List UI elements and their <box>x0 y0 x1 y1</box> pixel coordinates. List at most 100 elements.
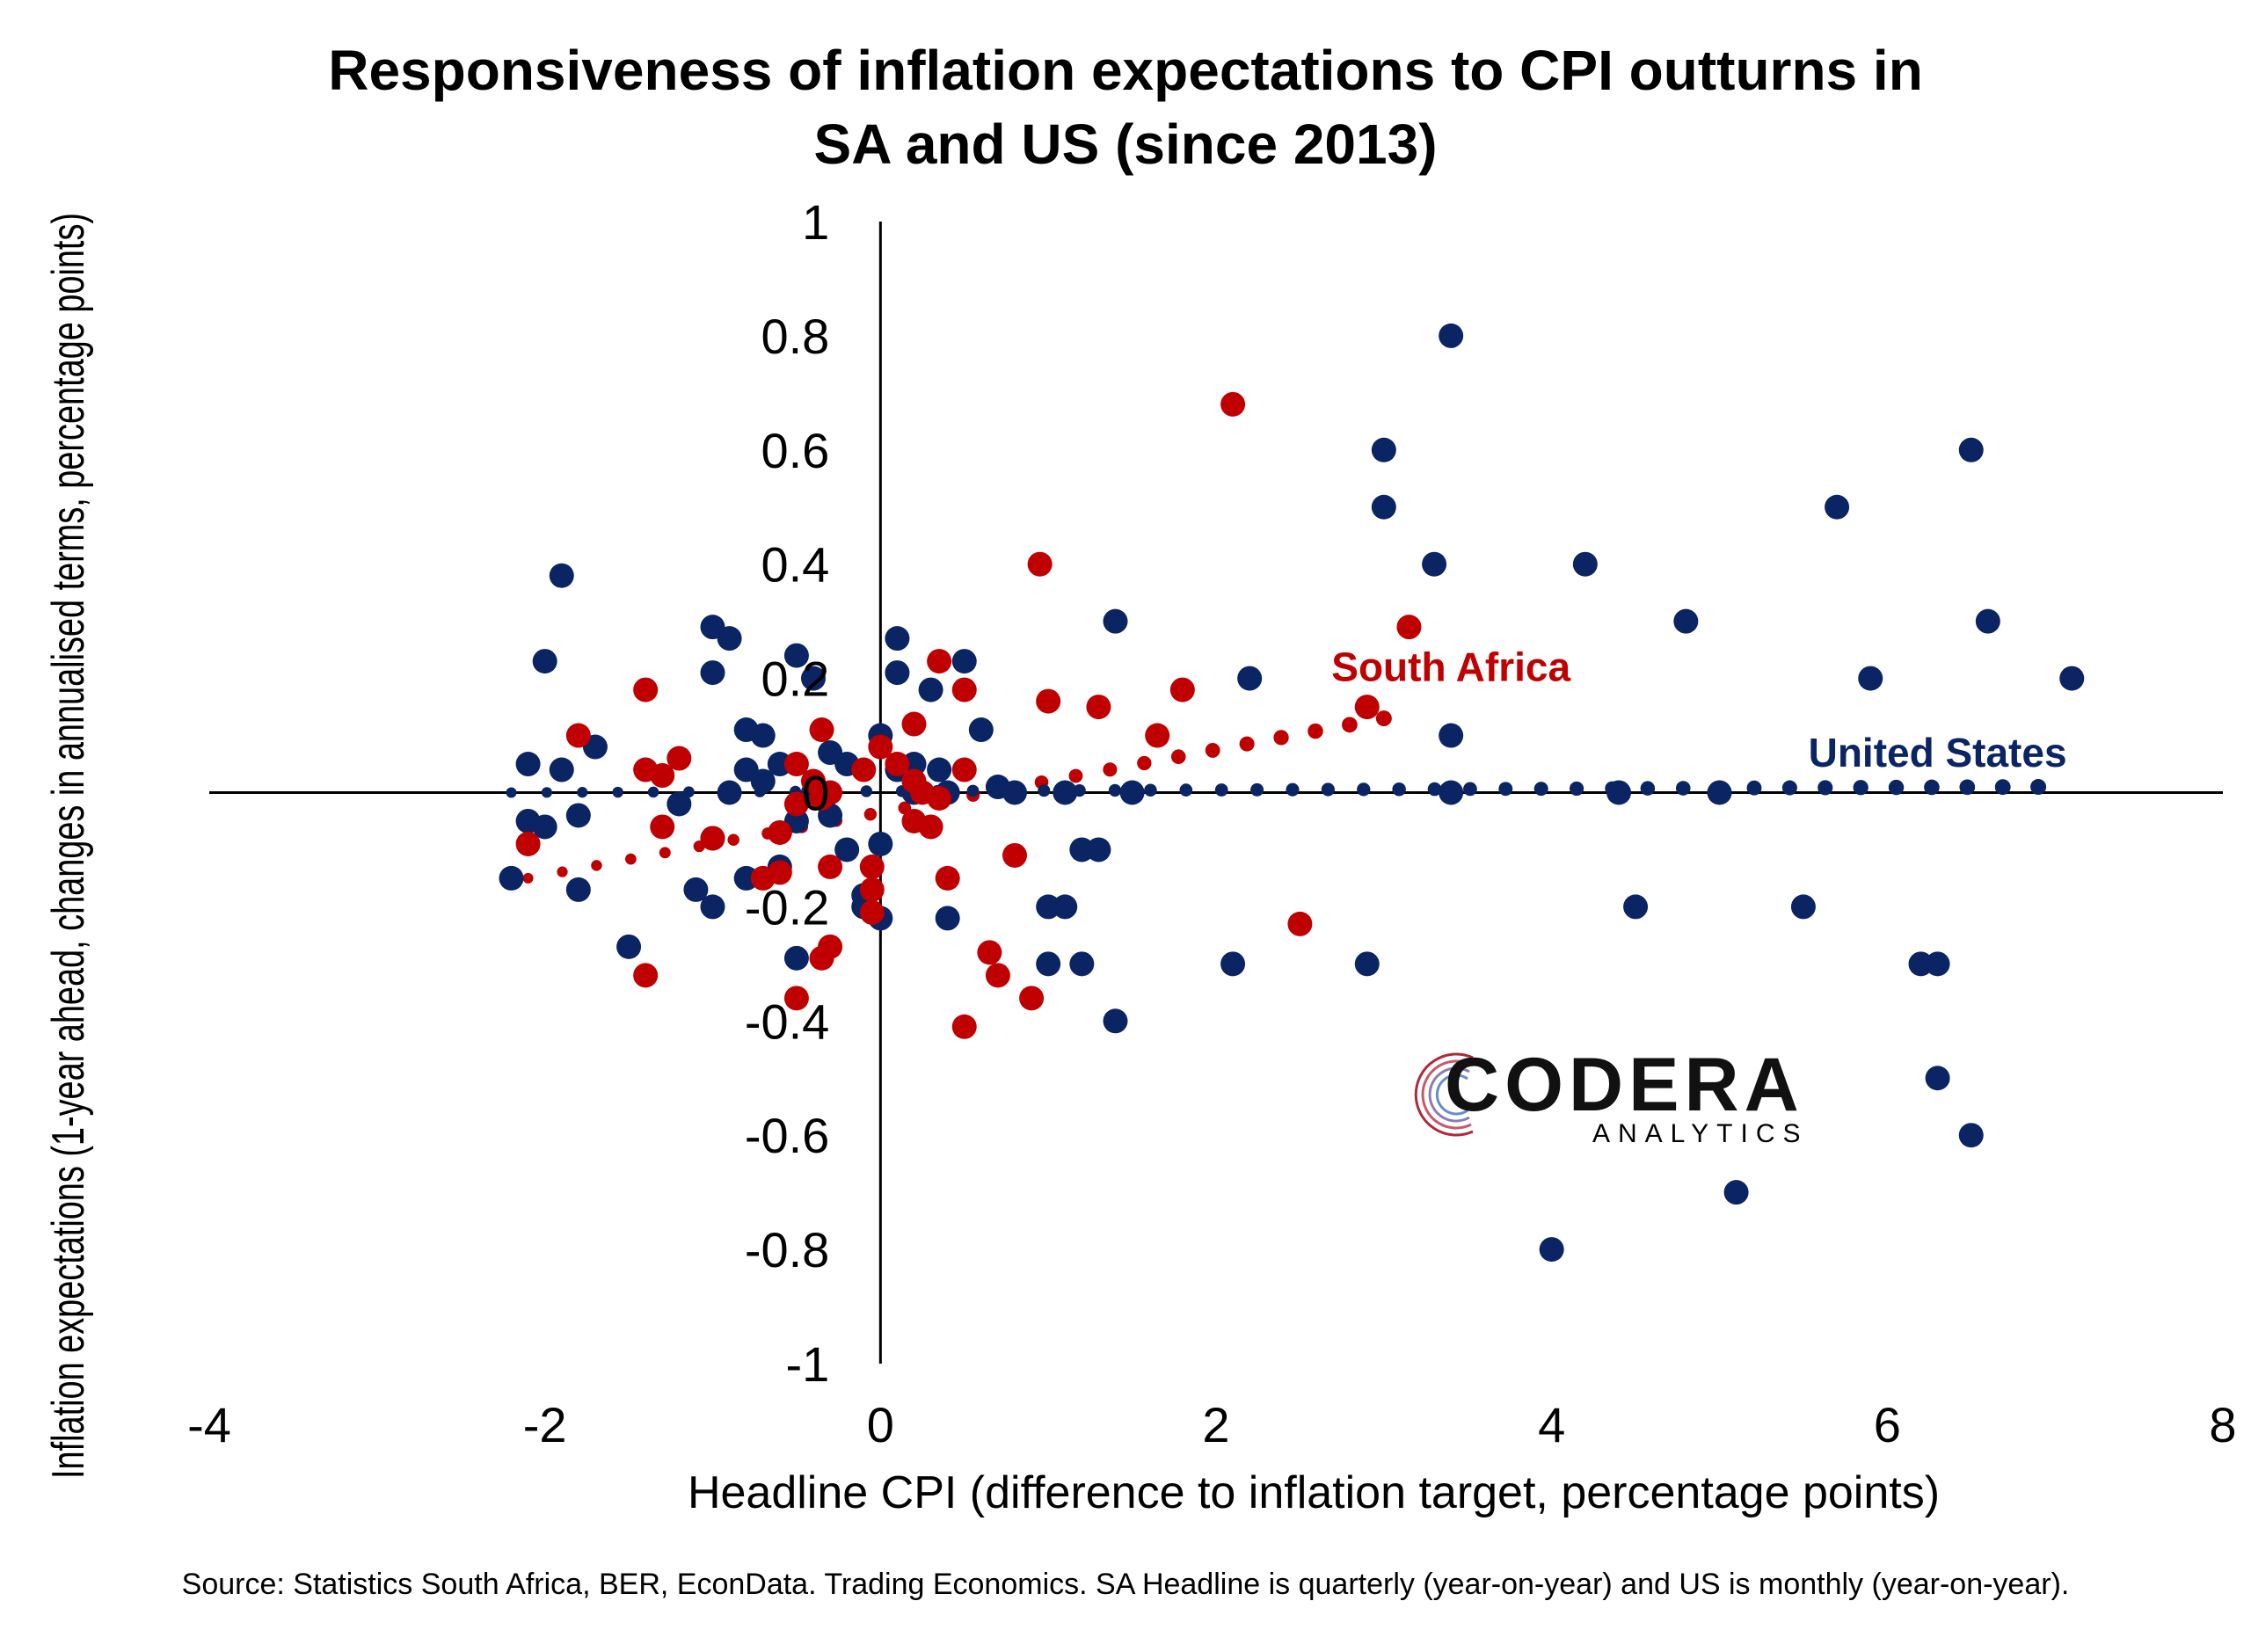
sa-point <box>1287 911 1313 936</box>
sa-point <box>633 677 659 702</box>
trend-dot <box>1888 779 1905 796</box>
trend-dot <box>1179 783 1193 797</box>
us-point <box>783 945 809 971</box>
us-point <box>499 865 524 891</box>
sa-point <box>667 746 692 771</box>
sa-point <box>935 865 960 891</box>
trend-dot <box>1239 736 1255 752</box>
trend-dot <box>1068 768 1083 783</box>
us-point <box>885 626 910 651</box>
us-point <box>549 563 574 588</box>
sa-point <box>1027 551 1053 577</box>
y-tick-label: 0.6 <box>761 423 829 478</box>
trend-dot <box>1205 743 1220 758</box>
us-point <box>717 626 742 651</box>
trend-dot <box>1427 782 1442 797</box>
us-point <box>1371 494 1396 520</box>
trend-dot <box>625 853 637 865</box>
series-labels: South Africa United States <box>1331 644 2066 775</box>
sa-point <box>951 677 977 702</box>
us-point <box>1002 780 1027 805</box>
trend-dot <box>659 847 671 859</box>
trend-dot <box>1321 782 1335 797</box>
sa-point <box>767 860 792 885</box>
us-point <box>1825 494 1850 520</box>
us-point <box>616 934 642 959</box>
us-point <box>935 906 960 931</box>
trend-dot <box>1170 749 1186 764</box>
us-point <box>1958 1123 1984 1148</box>
us-point <box>1069 951 1095 977</box>
y-tick-label: 0 <box>802 766 829 821</box>
x-axis-label: Headline CPI (difference to inflation ta… <box>688 1467 1940 1518</box>
trend-dot <box>1675 781 1691 796</box>
sa-point <box>1220 391 1246 417</box>
x-tick-label: 0 <box>867 1397 894 1452</box>
us-point <box>783 643 809 668</box>
trend-dot <box>1392 782 1406 797</box>
us-point <box>1053 780 1078 805</box>
trend-dot <box>1273 730 1289 746</box>
us-point <box>1925 1066 1950 1091</box>
sa-point <box>927 785 952 811</box>
trend-dot <box>1781 780 1797 796</box>
us-point <box>750 768 776 794</box>
us-point <box>1103 1008 1128 1034</box>
us-point <box>1371 437 1396 462</box>
logo-arcs-icon <box>1414 1052 1474 1137</box>
trend-dot <box>1308 723 1323 739</box>
us-point <box>1439 723 1464 748</box>
us-point <box>565 803 591 828</box>
sa-point <box>885 752 910 777</box>
us-point <box>927 757 952 782</box>
sa-point <box>650 763 675 789</box>
sa-point <box>1145 723 1170 748</box>
trend-dot <box>1038 784 1051 797</box>
chart-title-line-1: Responsiveness of inflation expectations… <box>328 39 1923 102</box>
trend-dot <box>1103 762 1118 777</box>
us-point <box>1220 951 1246 977</box>
trend-dot <box>1463 782 1477 797</box>
trend-dot <box>1286 782 1300 797</box>
sa-point <box>783 986 809 1011</box>
y-tick-label: -1 <box>786 1336 830 1392</box>
trend-dot <box>1342 717 1358 733</box>
trend-dot <box>1375 710 1392 727</box>
trend-dot <box>2030 779 2047 796</box>
us-point <box>1958 437 1984 462</box>
x-tick-label: 8 <box>2209 1397 2236 1452</box>
us-point <box>2059 666 2085 691</box>
us-point <box>700 894 725 920</box>
us-point <box>1606 780 1631 805</box>
us-point <box>1053 894 1078 920</box>
chart-title: Responsiveness of inflation expectations… <box>0 33 2251 181</box>
sa-point <box>1396 615 1422 640</box>
trend-dot <box>860 785 873 797</box>
trend-dot <box>1818 780 1833 796</box>
sa-point <box>809 717 834 743</box>
us-point <box>1975 608 2000 634</box>
sa-point <box>927 649 952 674</box>
trend-dot <box>1137 755 1152 771</box>
trend-dot <box>1959 779 1976 796</box>
us-point <box>918 677 943 702</box>
trend-dot <box>966 784 980 797</box>
sa-point <box>809 945 834 971</box>
us-point <box>565 877 591 902</box>
trend-dot <box>1108 783 1122 797</box>
us-point <box>1086 837 1111 862</box>
sa-point <box>901 711 927 737</box>
sa-point <box>818 780 843 805</box>
y-tick-label: -0.8 <box>745 1222 830 1277</box>
sa-point <box>1354 695 1380 720</box>
sa-point <box>700 826 725 851</box>
us-point <box>801 666 826 691</box>
sa-point <box>901 808 927 833</box>
sa-point <box>859 854 885 879</box>
trend-dot <box>863 807 878 821</box>
sa-point <box>1002 842 1027 868</box>
y-tick-label: 0.8 <box>761 309 829 364</box>
codera-logo: CODERA ANALYTICS <box>1402 1042 1816 1148</box>
y-tick-label: -0.2 <box>745 879 830 935</box>
